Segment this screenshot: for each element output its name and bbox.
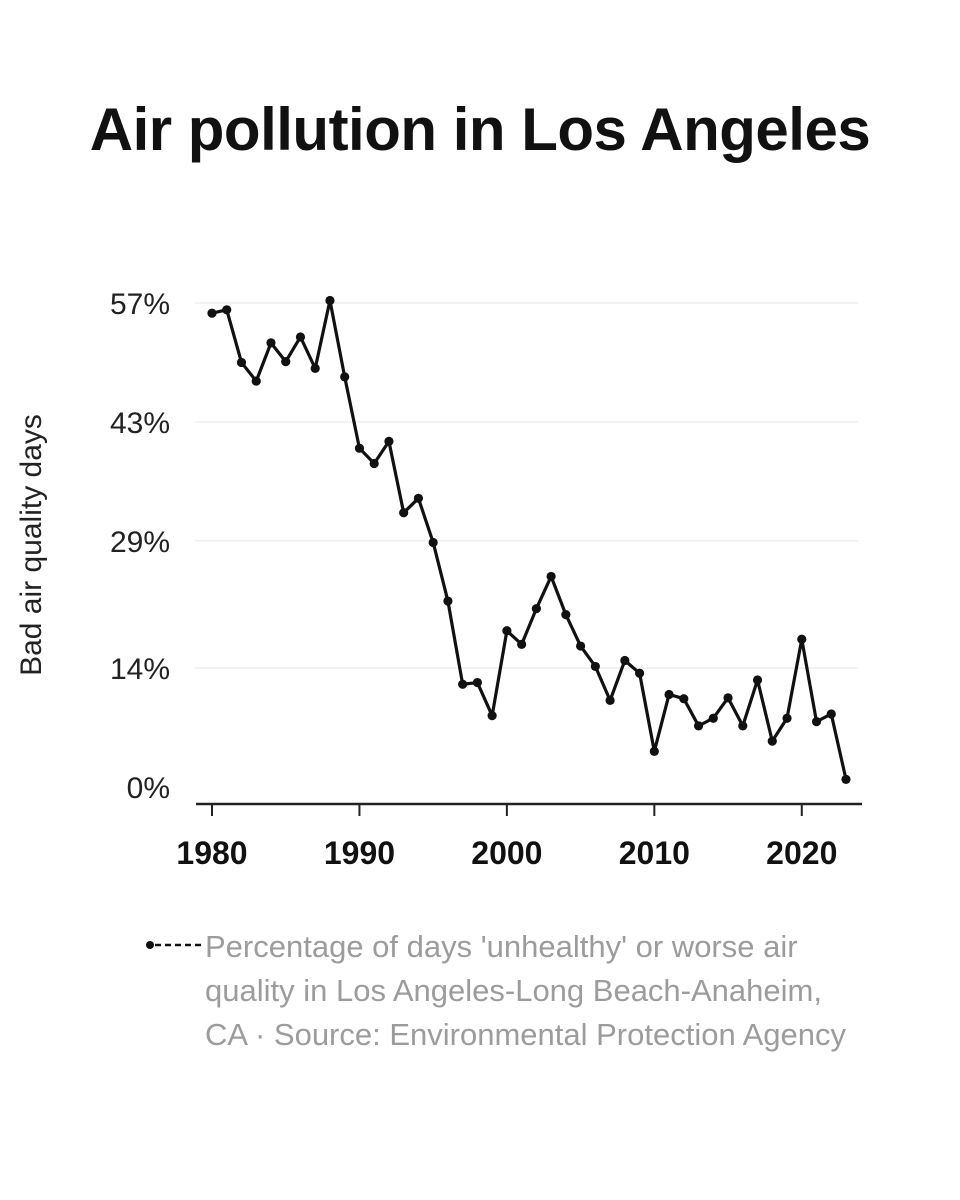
legend-swatch <box>146 941 201 949</box>
data-point <box>502 626 512 636</box>
data-point <box>325 295 335 306</box>
data-point <box>487 711 497 721</box>
series <box>207 295 851 784</box>
data-point <box>782 713 792 723</box>
data-point <box>295 332 306 342</box>
series-line <box>211 298 848 780</box>
data-point <box>531 604 541 614</box>
data-point <box>708 713 718 723</box>
data-point <box>354 443 365 453</box>
data-point <box>281 356 291 367</box>
gridlines <box>195 302 858 669</box>
data-point <box>561 610 571 620</box>
data-point <box>369 458 379 469</box>
x-tick-label: 2000 <box>471 835 542 871</box>
data-point <box>841 774 851 784</box>
data-point <box>546 571 556 582</box>
data-point <box>266 338 276 348</box>
data-point <box>797 634 807 644</box>
y-tick-label: 29% <box>110 526 170 559</box>
data-point <box>251 376 261 386</box>
data-point <box>236 357 247 368</box>
data-point <box>693 721 704 731</box>
data-point <box>458 679 468 689</box>
y-tick-label: 57% <box>110 288 170 321</box>
x-tick-label: 2010 <box>619 835 690 871</box>
x-tick-label: 1980 <box>176 835 247 871</box>
y-axis-label: Bad air quality days <box>15 414 48 676</box>
data-point <box>472 677 482 688</box>
data-point <box>340 372 350 382</box>
chart-title: Air pollution in Los Angeles <box>89 96 871 163</box>
y-tick-label: 14% <box>110 653 170 686</box>
data-point <box>222 305 232 315</box>
data-point <box>826 709 836 719</box>
data-point <box>679 694 689 704</box>
x-tick-label: 1990 <box>324 835 395 871</box>
data-point <box>620 655 630 666</box>
data-point <box>310 363 320 373</box>
data-point <box>767 736 777 746</box>
data-point <box>443 596 453 606</box>
data-point <box>723 693 733 703</box>
data-point <box>738 721 748 731</box>
data-point <box>649 746 659 756</box>
data-point <box>664 689 674 700</box>
legend-label: Percentage of days 'unhealthy' or worse … <box>205 929 846 1052</box>
data-point <box>634 668 645 678</box>
data-point <box>590 661 600 672</box>
data-point <box>428 537 438 548</box>
data-point <box>384 436 394 447</box>
data-point <box>413 493 424 503</box>
axes: 0% 14% 29% 43% 57% 1980 1990 2000 2010 2020 <box>110 288 862 871</box>
data-point <box>605 695 615 705</box>
data-point <box>207 308 217 318</box>
data-point <box>399 508 409 518</box>
data-point <box>576 641 586 651</box>
data-point <box>811 717 822 727</box>
data-point <box>752 675 763 685</box>
x-tick-label: 2020 <box>766 835 837 871</box>
data-point <box>517 639 527 649</box>
y-tick-label: 0% <box>127 772 170 805</box>
y-tick-label: 43% <box>110 407 170 440</box>
